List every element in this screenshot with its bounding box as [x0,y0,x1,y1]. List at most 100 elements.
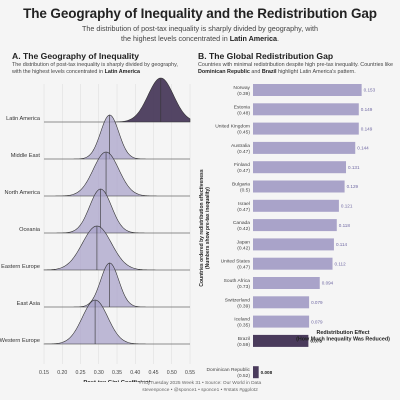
pretax-label: (0.73) [237,284,250,290]
redistribution-bar-chart: Countries ordered by redistribution effe… [199,84,390,379]
pretax-label: (0.42) [237,245,250,251]
panel-a-subtitle: The distribution of post-tax inequality … [12,62,187,76]
pretax-label: (0.45) [237,130,250,136]
bar-israel [253,199,339,212]
data-label: 0.114 [336,242,348,247]
data-label: 0.149 [361,126,373,131]
data-label: 0.094 [322,281,334,286]
data-label: 0.131 [348,165,360,170]
bar-dominican-republic [253,366,259,379]
panel-a-subtitle-bold: Latin America [104,69,141,75]
y-tick-label: Middle East [11,153,41,159]
pretax-label: (0.39) [237,91,250,97]
ridge-middle-east [44,114,190,160]
subtitle-end: . [276,33,279,43]
y-tick-label: Oceania [19,227,41,233]
panel-b-subtitle-bold-1: Dominican Republic [198,69,250,75]
x-tick-label: 0.55 [185,370,195,376]
y-tick-label: Iceland [234,317,250,323]
data-label: 0.118 [339,223,351,228]
pretax-label: (0.52) [237,373,250,379]
pretax-label: (0.35) [237,323,250,329]
y-tick-label: Canada [233,220,250,226]
ridge-western-europe [43,299,190,345]
data-label: 0.129 [347,184,359,189]
y-tick-label: East Asia [17,301,41,307]
ridgeline-chart: 0.15 0.20 0.25 0.30 0.35 0.40 0.45 0.50 0.55 Lati… [0,77,195,382]
y-tick-label: Latin America [6,116,41,122]
page-title: The Geography of Inequality and the Redi… [23,6,377,21]
data-label: 0.079 [311,300,323,305]
panel-a-subtitle-text: The distribution of post-tax inequality … [12,62,178,75]
y-tick-label: Japan [237,239,251,245]
y-tick-label: Norway [233,85,250,91]
y-axis-title-line: Countries ordered by redistribution effe… [199,169,205,286]
bar-united-states [253,257,333,270]
bar-united-kingdom [253,122,359,135]
ridge-east-asia [44,262,190,308]
y-axis-title: Countries ordered by redistribution effe… [199,169,211,286]
panel-b-subtitle-end: highlight Latin America's pattern. [276,69,356,75]
y-tick-label: Australia [231,143,250,149]
bar-finland [253,161,347,174]
y-tick-label: South Africa [224,278,251,284]
pretax-label: (0.42) [237,226,250,232]
y-tick-label: United States [221,259,251,265]
y-axis-title-line: (Numbers show pre-tax inequality) [205,187,211,269]
y-tick-label: Eastern Europe [1,264,40,270]
x-axis-title: Post-tax Gini Coefficient [83,380,150,382]
ridge-eastern-europe [43,225,190,271]
data-label: 0.144 [357,146,369,151]
data-label: 0.153 [364,88,376,93]
data-label: 0.149 [361,107,373,112]
pretax-label: (0.48) [237,110,250,116]
bar-australia [253,141,356,154]
x-tick-label: 0.20 [57,370,67,376]
x-tick-label: 0.30 [94,370,104,376]
pretax-label: (0.47) [237,207,250,213]
x-axis-title: (How Much Inequality Was Reduced) [296,337,390,343]
bar-south-africa [253,277,320,289]
ridge-oceania [44,188,190,234]
pretax-label: (0.47) [237,168,250,174]
ridge-latin-america [44,77,191,123]
panel-b-title: B. The Global Redistribution Gap [198,51,334,61]
pretax-label: (0.39) [237,303,250,309]
x-tick-label: 0.25 [75,370,85,376]
caption-source: #TidyTuesday 2025 Week 31 • Source: Our … [138,381,262,386]
pretax-label: (0.5) [240,188,250,194]
bar-bulgaria [253,180,345,193]
bar-estonia [253,103,359,116]
y-tick-label: United Kingdom [215,124,250,130]
x-tick-label: 0.35 [112,370,122,376]
x-tick-label: 0.40 [130,370,140,376]
bar-switzerland [253,296,310,309]
bar-japan [253,238,334,251]
pretax-label: (0.47) [237,149,250,155]
x-tick-label: 0.45 [148,370,158,376]
panel-b-subtitle-text: Countries with minimal redistribution de… [198,62,393,68]
x-tick-label: 0.15 [39,370,49,376]
bar-canada [253,219,337,232]
subtitle-text: The distribution of post-tax inequality … [82,24,318,43]
subtitle-bold: Latin America [229,33,277,43]
bar-norway [253,84,362,96]
caption: #TidyTuesday 2025 Week 31 • Source: Our … [0,381,400,394]
data-label: 0.078 [310,339,322,344]
pretax-label: (0.59) [237,342,250,348]
data-label: 0.079 [311,319,323,324]
x-tick-label: 0.50 [167,370,177,376]
y-tick-label: Israel [238,201,250,207]
y-tick-label: Brazil [238,336,250,342]
page-subtitle: The distribution of post-tax inequality … [80,24,320,43]
caption-credits: stevenponce • @sponce1 • sponce1 • #rsta… [142,387,258,393]
y-tick-label: North America [5,190,41,196]
y-tick-label: Estonia [234,104,251,110]
pretax-label: (0.47) [237,265,250,271]
panel-b-subtitle-bold-2: Brazil [261,69,277,75]
ridge-north-america [44,151,190,197]
y-tick-label: Western Europe [0,338,40,344]
y-tick-label: Finland [234,162,250,168]
panel-b-subtitle: Countries with minimal redistribution de… [198,62,393,76]
bar-brazil [253,334,309,347]
